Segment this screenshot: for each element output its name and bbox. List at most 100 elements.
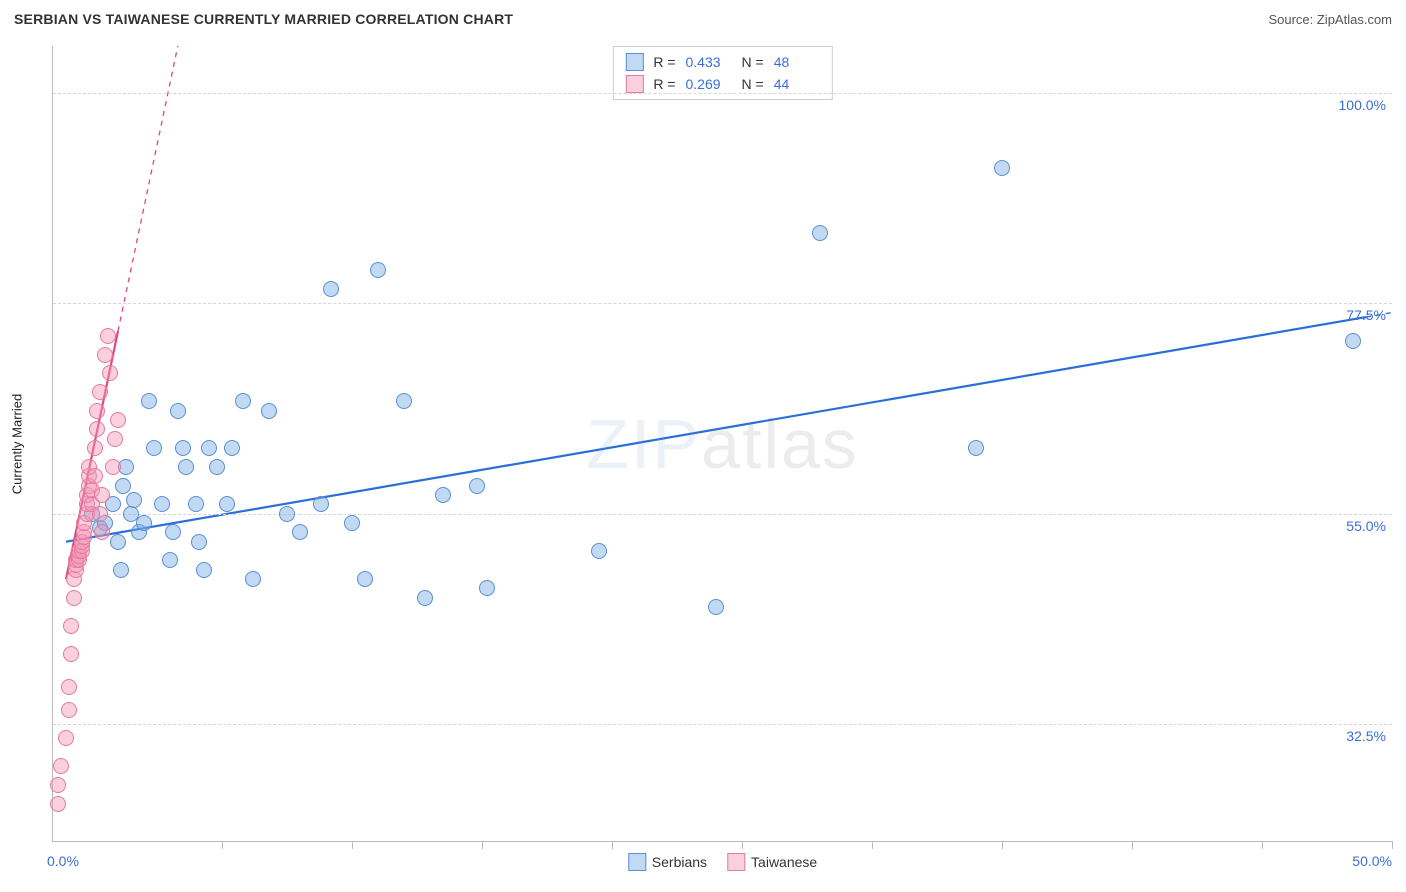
data-point <box>100 328 116 344</box>
gridline <box>53 514 1392 515</box>
x-axis-min-label: 0.0% <box>47 853 79 869</box>
legend-swatch <box>625 53 643 71</box>
data-point <box>102 365 118 381</box>
data-point <box>63 646 79 662</box>
r-value: 0.433 <box>686 54 732 70</box>
y-tick-label: 55.0% <box>1346 518 1386 534</box>
data-point <box>370 262 386 278</box>
trendline-dashed <box>118 46 178 331</box>
data-point <box>162 552 178 568</box>
data-point <box>188 496 204 512</box>
data-point <box>292 524 308 540</box>
data-point <box>591 543 607 559</box>
data-point <box>89 403 105 419</box>
data-point <box>61 679 77 695</box>
x-tick <box>1392 841 1393 849</box>
data-point <box>89 421 105 437</box>
chart-title: SERBIAN VS TAIWANESE CURRENTLY MARRIED C… <box>14 11 513 27</box>
r-label: R = <box>653 76 675 92</box>
watermark-light: atlas <box>701 405 859 483</box>
x-tick <box>1262 841 1263 849</box>
data-point <box>245 571 261 587</box>
data-point <box>279 506 295 522</box>
data-point <box>261 403 277 419</box>
trendline-solid <box>66 317 1366 542</box>
x-tick <box>1132 841 1133 849</box>
data-point <box>154 496 170 512</box>
chart-plot-area: Currently Married ZIPatlas R =0.433N =48… <box>52 46 1392 842</box>
data-point <box>235 393 251 409</box>
data-point <box>115 478 131 494</box>
data-point <box>61 702 77 718</box>
data-point <box>344 515 360 531</box>
n-value: 48 <box>774 54 820 70</box>
data-point <box>469 478 485 494</box>
gridline <box>53 93 1392 94</box>
data-point <box>92 384 108 400</box>
x-tick <box>1002 841 1003 849</box>
data-point <box>196 562 212 578</box>
data-point <box>1345 333 1361 349</box>
data-point <box>53 758 69 774</box>
data-point <box>435 487 451 503</box>
x-tick <box>742 841 743 849</box>
data-point <box>479 580 495 596</box>
x-tick <box>222 841 223 849</box>
data-point <box>92 506 108 522</box>
data-point <box>58 730 74 746</box>
data-point <box>812 225 828 241</box>
data-point <box>224 440 240 456</box>
data-point <box>165 524 181 540</box>
data-point <box>313 496 329 512</box>
data-point <box>178 459 194 475</box>
legend-label: Taiwanese <box>751 854 817 870</box>
data-point <box>110 534 126 550</box>
data-point <box>357 571 373 587</box>
data-point <box>191 534 207 550</box>
x-tick <box>352 841 353 849</box>
data-point <box>141 393 157 409</box>
data-point <box>110 412 126 428</box>
data-point <box>87 468 103 484</box>
data-point <box>63 618 79 634</box>
y-tick-label: 100.0% <box>1339 97 1386 113</box>
x-tick <box>482 841 483 849</box>
legend-item: Taiwanese <box>727 853 817 871</box>
legend-swatch <box>727 853 745 871</box>
r-value: 0.269 <box>686 76 732 92</box>
data-point <box>107 431 123 447</box>
y-axis-title: Currently Married <box>10 393 25 493</box>
data-point <box>209 459 225 475</box>
legend-item: Serbians <box>628 853 707 871</box>
data-point <box>708 599 724 615</box>
gridline <box>53 724 1392 725</box>
trendlines-layer <box>53 46 1392 841</box>
x-tick <box>612 841 613 849</box>
data-point <box>170 403 186 419</box>
data-point <box>50 796 66 812</box>
legend-swatch <box>628 853 646 871</box>
data-point <box>97 347 113 363</box>
y-tick-label: 32.5% <box>1346 728 1386 744</box>
data-point <box>175 440 191 456</box>
series-legend: Serbians Taiwanese <box>628 853 817 871</box>
x-axis-max-label: 50.0% <box>1352 853 1392 869</box>
data-point <box>66 590 82 606</box>
data-point <box>219 496 235 512</box>
data-point <box>136 515 152 531</box>
gridline <box>53 303 1392 304</box>
r-label: R = <box>653 54 675 70</box>
data-point <box>323 281 339 297</box>
n-value: 44 <box>774 76 820 92</box>
y-tick-label: 77.5% <box>1346 307 1386 323</box>
watermark-bold: ZIP <box>586 405 701 483</box>
n-label: N = <box>742 54 764 70</box>
data-point <box>50 777 66 793</box>
legend-label: Serbians <box>652 854 707 870</box>
data-point <box>146 440 162 456</box>
legend-row: R = 0.433 N = 48 <box>621 51 823 73</box>
watermark: ZIPatlas <box>586 404 859 484</box>
source-attribution: Source: ZipAtlas.com <box>1268 12 1392 27</box>
data-point <box>87 440 103 456</box>
x-tick <box>872 841 873 849</box>
